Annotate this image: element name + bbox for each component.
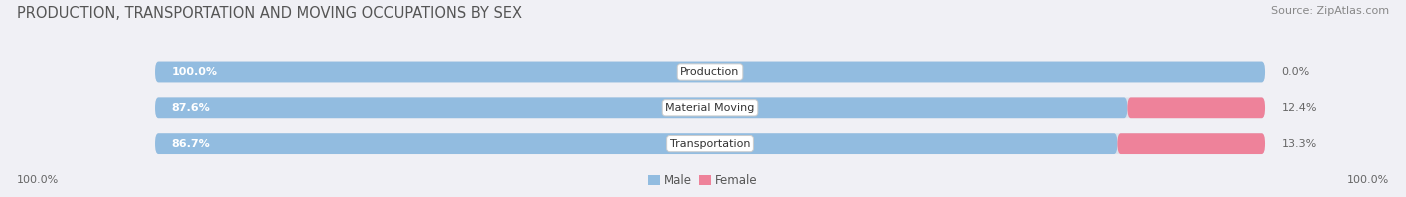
Text: Transportation: Transportation — [669, 139, 751, 149]
FancyBboxPatch shape — [155, 62, 1265, 82]
Text: Production: Production — [681, 67, 740, 77]
FancyBboxPatch shape — [155, 98, 1265, 118]
Text: 100.0%: 100.0% — [172, 67, 218, 77]
Text: 86.7%: 86.7% — [172, 139, 211, 149]
Text: 0.0%: 0.0% — [1282, 67, 1310, 77]
Text: 100.0%: 100.0% — [17, 175, 59, 185]
FancyBboxPatch shape — [155, 98, 1128, 118]
Text: 12.4%: 12.4% — [1282, 103, 1317, 113]
FancyBboxPatch shape — [155, 133, 1265, 154]
Legend: Male, Female: Male, Female — [648, 174, 758, 187]
Text: Material Moving: Material Moving — [665, 103, 755, 113]
Text: 13.3%: 13.3% — [1282, 139, 1317, 149]
FancyBboxPatch shape — [155, 62, 1265, 82]
Text: Source: ZipAtlas.com: Source: ZipAtlas.com — [1271, 6, 1389, 16]
Text: PRODUCTION, TRANSPORTATION AND MOVING OCCUPATIONS BY SEX: PRODUCTION, TRANSPORTATION AND MOVING OC… — [17, 6, 522, 21]
FancyBboxPatch shape — [155, 133, 1118, 154]
Text: 87.6%: 87.6% — [172, 103, 211, 113]
FancyBboxPatch shape — [1128, 98, 1265, 118]
Text: 100.0%: 100.0% — [1347, 175, 1389, 185]
FancyBboxPatch shape — [1118, 133, 1265, 154]
